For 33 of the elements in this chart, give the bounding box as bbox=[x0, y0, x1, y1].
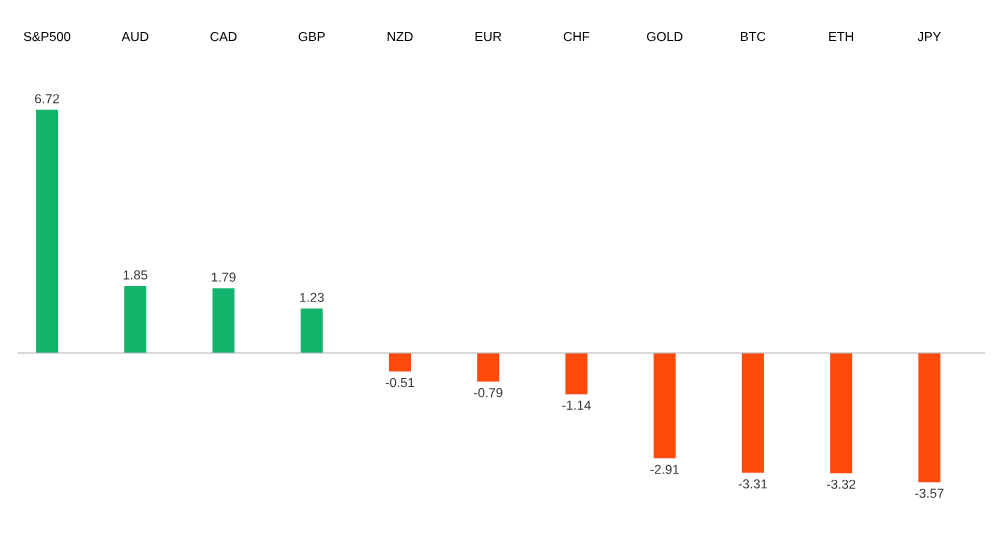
x-tick-label: GOLD bbox=[646, 31, 683, 42]
data-label: -3.31 bbox=[738, 479, 768, 489]
data-label: 1.85 bbox=[123, 270, 148, 280]
data-label: -3.57 bbox=[915, 488, 944, 498]
data-label: -3.32 bbox=[826, 479, 856, 489]
bar bbox=[212, 288, 235, 354]
data-label: 1.79 bbox=[211, 272, 236, 282]
x-tick-label: GBP bbox=[298, 31, 325, 42]
bar bbox=[741, 353, 764, 473]
x-tick-label: BTC bbox=[741, 31, 766, 42]
data-label: -2.91 bbox=[650, 464, 679, 474]
x-tick-label: CAD bbox=[210, 31, 237, 42]
bar bbox=[124, 286, 147, 354]
x-tick-label: JPY bbox=[917, 32, 941, 42]
data-label: -1.14 bbox=[562, 400, 591, 410]
data-label: -0.51 bbox=[385, 377, 415, 388]
x-tick-label: CHF bbox=[563, 31, 590, 42]
x-tick-label: S&P500 bbox=[23, 31, 71, 42]
bar bbox=[477, 353, 500, 382]
data-label: 1.23 bbox=[300, 292, 324, 302]
x-tick-label: ETH bbox=[829, 32, 854, 42]
x-tick-label: AUD bbox=[121, 32, 149, 42]
bar bbox=[388, 353, 411, 372]
bar bbox=[300, 308, 323, 354]
x-tick-label: NZD bbox=[387, 32, 413, 42]
bar bbox=[653, 353, 676, 459]
data-label: -0.79 bbox=[474, 388, 503, 398]
data-label: 6.72 bbox=[35, 94, 59, 104]
bar bbox=[830, 353, 853, 474]
bar bbox=[36, 109, 59, 354]
bar bbox=[565, 353, 588, 395]
x-tick-label: EUR bbox=[475, 32, 502, 42]
bar bbox=[918, 353, 941, 483]
